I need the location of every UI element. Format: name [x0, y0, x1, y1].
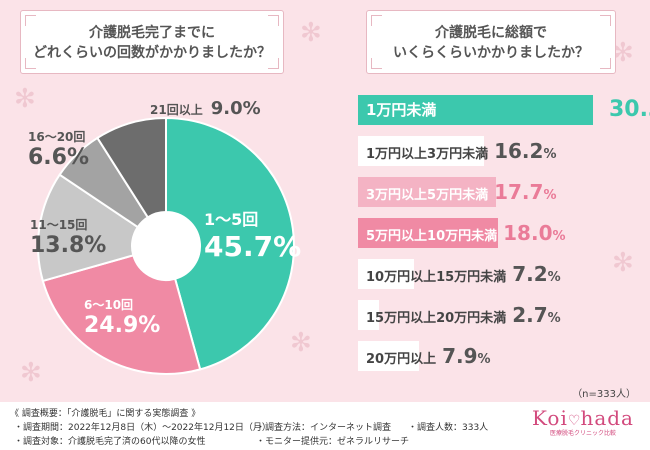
survey-method: ・調査方法：インターネット調査: [256, 423, 392, 433]
pie-label-4: 16～20回 6.6%: [28, 128, 89, 170]
pie-label-value: 6.6%: [28, 145, 90, 170]
bar-percent-sign: %: [552, 229, 566, 244]
bar-category: 1万円未満: [366, 101, 437, 119]
dandelion-decoration: ✻: [612, 248, 634, 278]
bar-title-line-1: 介護脱毛に総額で: [435, 25, 547, 41]
bar-value: 18.0: [503, 221, 553, 245]
bar-percent-sign: %: [547, 270, 561, 285]
survey-footer: 《 調査概要：「介護脱毛」に関する実態調査 》 ・調査期間：2022年12月8日…: [0, 402, 650, 450]
heart-icon: ♡: [567, 413, 581, 429]
bar-percent-sign: %: [543, 188, 557, 203]
bar-row-2: 1万円以上3万円未満 16.2%: [358, 136, 628, 166]
pie-title-box: 介護脱毛完了までに どれくらいの回数がかかりましたか？: [20, 10, 284, 74]
pie-label-category: 21回以上: [150, 103, 203, 117]
koihada-logo: Koi♡hada 医療脱毛クリニック比較: [528, 406, 638, 437]
pie-label-2: 6～10回 24.9%: [84, 296, 160, 338]
survey-period: ・調査期間：2022年12月8日（木）～2022年12月12日（月）: [14, 423, 271, 433]
pie-label-category: 11～15回: [30, 218, 88, 232]
bar-category: 15万円以上20万円未満: [366, 311, 507, 326]
bar-row-5: 10万円以上15万円未満 7.2%: [358, 259, 628, 289]
bar-1: [358, 95, 593, 125]
bar-category: 3万円以上5万円未満: [366, 188, 489, 203]
survey-target: ・調査対象：介護脱毛完了済の60代以降の女性: [14, 437, 206, 447]
survey-provider: ・モニター提供元：ゼネラルリサーチ: [256, 437, 410, 447]
bar-category: 5万円以上10万円未満: [366, 229, 498, 244]
donut-chart: [37, 116, 295, 375]
donut-hole: [132, 212, 200, 280]
logo-subtitle: 医療脱毛クリニック比較: [549, 430, 616, 437]
bar-percent-sign: %: [543, 147, 557, 162]
dandelion-decoration: ✻: [20, 358, 42, 388]
bar-value: 30.3: [609, 97, 650, 122]
bar-row-6: 15万円以上20万円未満 2.7%: [358, 300, 628, 330]
bar-title-box: 介護脱毛に総額で いくらくらいかかりましたか？: [366, 10, 616, 74]
pie-label-value: 13.8%: [30, 233, 107, 258]
bar-percent-sign: %: [547, 311, 561, 326]
bar-6: [358, 300, 379, 330]
pie-label-1: 1～5回 45.7%: [204, 206, 301, 263]
bar-label-3: 3万円以上5万円未満 17.7%: [366, 177, 556, 211]
pie-label-category: 1～5回: [204, 210, 259, 229]
bar-percent-sign: %: [477, 352, 491, 367]
dandelion-decoration: ✻: [290, 328, 312, 358]
bar-value: 7.9: [442, 344, 478, 368]
logo-word-right: hada: [580, 406, 634, 430]
dandelion-decoration: ✻: [14, 84, 36, 114]
bar-row-3: 3万円以上5万円未満 17.7%: [358, 177, 628, 207]
bar-value: 16.2: [494, 139, 544, 163]
pie-label-category: 16～20回: [28, 130, 86, 144]
pie-label-value: 24.9%: [84, 313, 161, 338]
bar-label-5: 10万円以上15万円未満 7.2%: [366, 259, 561, 293]
bar-7: [358, 341, 419, 371]
bar-2: [358, 136, 484, 166]
logo-word-left: Koi: [532, 406, 568, 430]
bar-label-2: 1万円以上3万円未満 16.2%: [366, 136, 556, 170]
dandelion-decoration: ✻: [612, 38, 634, 68]
bar-category: 10万円以上15万円未満: [366, 270, 507, 285]
bar-label-7: 20万円以上 7.9%: [366, 341, 491, 375]
survey-summary: 《 調査概要：「介護脱毛」に関する実態調査 》: [10, 409, 201, 419]
pie-label-value: 45.7%: [204, 230, 302, 263]
pie-label-3: 11～15回 13.8%: [30, 216, 106, 258]
bar-3: [358, 177, 496, 207]
bar-4: [358, 218, 498, 248]
bar-title-line-2: いくらくらいかかりましたか？: [393, 45, 589, 61]
bar-category: 20万円以上: [366, 352, 437, 367]
bar-row-7: 20万円以上 7.9%: [358, 341, 628, 371]
bar-row-4: 5万円以上10万円未満 18.0%: [358, 218, 628, 248]
bar-value: 2.7: [512, 303, 548, 327]
bar-label-6: 15万円以上20万円未満 2.7%: [366, 300, 561, 334]
dandelion-decoration: ✻: [300, 18, 322, 48]
sample-size-note: （n=333人）: [572, 389, 636, 400]
bar-5: [358, 259, 414, 289]
pie-label-value: 9.0%: [210, 98, 261, 119]
pie-title-line-1: 介護脱毛完了までに: [89, 25, 215, 41]
bar-category: 1万円以上3万円未満: [366, 147, 489, 162]
bar-value: 7.2: [512, 262, 548, 286]
survey-count: ・調査人数：333人: [408, 423, 489, 433]
bar-label-4: 5万円以上10万円未満 18.0%: [366, 218, 566, 252]
pie-label-category: 6～10回: [84, 298, 134, 312]
pie-label-5: 21回以上 9.0%: [150, 98, 261, 119]
bar-value: 17.7: [494, 180, 544, 204]
pie-title-line-2: どれくらいの回数がかかりましたか？: [33, 45, 271, 61]
pie-slice-1: [165, 116, 295, 371]
